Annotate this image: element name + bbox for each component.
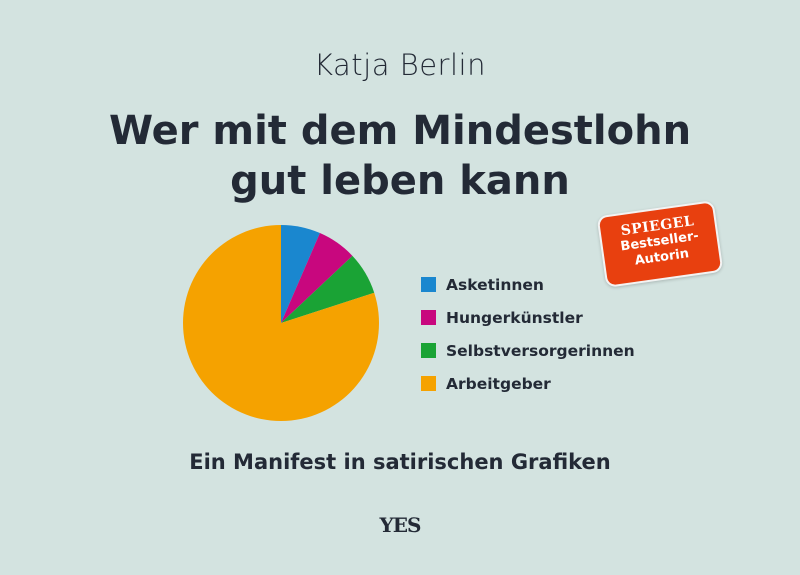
subtitle: Ein Manifest in satirischen Grafiken: [189, 450, 611, 474]
title-line-1: Wer mit dem Mindestlohn: [108, 108, 692, 154]
pie-slice-selbstversorgerinnen: [281, 255, 375, 323]
publisher-logo: YES: [379, 513, 422, 537]
legend-label: Asketinnen: [446, 275, 544, 294]
pie-slice-asketinnen: [281, 225, 320, 323]
title-line-2: gut leben kann: [230, 158, 570, 204]
legend-swatch: [421, 343, 436, 358]
bestseller-badge: SPIEGEL Bestseller- Autorin: [596, 200, 724, 288]
legend-label: Arbeitgeber: [446, 374, 551, 393]
legend-label: Hungerkünstler: [446, 308, 583, 327]
legend-label: Selbstversorgerinnen: [446, 341, 635, 360]
pie-slice-hungerk-nstler: [281, 233, 353, 323]
pie-slice-arbeitgeber: [183, 225, 379, 421]
legend-swatch: [421, 376, 436, 391]
pie-chart: [183, 225, 379, 421]
chart-legend: Asketinnen Hungerkünstler Selbstversorgeri…: [421, 268, 635, 400]
legend-item: Selbstversorgerinnen: [421, 334, 635, 367]
legend-item: Arbeitgeber: [421, 367, 635, 400]
legend-swatch: [421, 277, 436, 292]
legend-item: Hungerkünstler: [421, 301, 635, 334]
book-title: Wer mit dem Mindestlohn gut leben kann: [0, 106, 800, 206]
author-name: Katja Berlin: [314, 48, 486, 82]
legend-item: Asketinnen: [421, 268, 635, 301]
legend-swatch: [421, 310, 436, 325]
